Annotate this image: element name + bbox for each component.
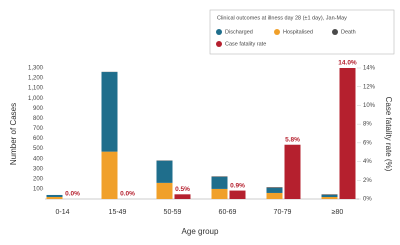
x-tick-label: 50-59 xyxy=(164,209,182,216)
x-tick-label: ≥80 xyxy=(332,209,344,216)
value-label: 0.0% xyxy=(120,191,135,198)
x-tick-label: 60-69 xyxy=(219,209,237,216)
legend-label: Case fatality rate xyxy=(225,41,266,47)
bar-segment xyxy=(101,151,118,199)
y-tick-label: 600 xyxy=(33,136,44,142)
y-tick-label: 300 xyxy=(33,166,44,172)
y2-axis-title: Case fatality rate (%) xyxy=(384,97,393,172)
y-tick-label: 700 xyxy=(33,126,44,132)
x-tick-label: 15-49 xyxy=(109,209,127,216)
legend-swatch xyxy=(216,41,222,47)
bar-segment xyxy=(211,188,228,199)
legend-swatch xyxy=(216,29,222,35)
y-tick-label: 900 xyxy=(33,106,44,112)
rate-bar xyxy=(229,190,246,199)
y2-tick-label: 4% xyxy=(363,159,372,165)
bar-segment xyxy=(321,196,338,199)
value-label: 5.8% xyxy=(285,136,300,143)
legend-label: Discharged xyxy=(225,29,253,35)
legend-title: Clinical outcomes at illness day 28 (±1 … xyxy=(217,15,347,21)
y-tick-label: 1,200 xyxy=(28,76,44,82)
bar-segment xyxy=(321,194,338,197)
y-tick-label: 200 xyxy=(33,176,44,182)
legend-swatch xyxy=(332,29,338,35)
legend-label: Death xyxy=(341,29,356,35)
y-tick-label: 100 xyxy=(33,187,44,193)
legend-box xyxy=(209,9,395,55)
bar-segment xyxy=(101,72,118,152)
bar-segment xyxy=(266,187,283,193)
y2-tick-label: 0% xyxy=(363,197,372,203)
bar-segment xyxy=(211,176,228,177)
y2-tick-label: 14% xyxy=(363,66,376,72)
y-axis-title: Number of Cases xyxy=(9,103,18,165)
y-tick-label: 1,000 xyxy=(28,96,44,102)
bar-segment xyxy=(46,194,63,197)
bar-segment xyxy=(266,192,283,199)
y-tick-label: 1,100 xyxy=(28,86,44,92)
bar-segment xyxy=(156,160,173,183)
rate-bar xyxy=(284,144,301,199)
y-tick-label: 500 xyxy=(33,146,44,152)
rate-bar xyxy=(174,194,191,199)
legend-swatch xyxy=(274,29,280,35)
y2-tick-label: 12% xyxy=(363,84,376,90)
value-label: 14.0% xyxy=(338,60,357,67)
y2-tick-label: 10% xyxy=(363,103,376,109)
bar-segment xyxy=(321,194,338,195)
bar-segment xyxy=(266,187,283,188)
rate-bar xyxy=(339,68,356,199)
x-axis-title: Age group xyxy=(182,227,219,236)
y2-tick-label: 2% xyxy=(363,178,372,184)
y2-tick-label: 8% xyxy=(363,122,372,128)
y-tick-label: 400 xyxy=(33,156,44,162)
bar-segment xyxy=(156,182,173,199)
x-tick-label: 70-79 xyxy=(274,209,292,216)
bar-segment xyxy=(46,196,63,199)
y-tick-label: 1,300 xyxy=(28,66,44,72)
value-label: 0.0% xyxy=(65,191,80,198)
y2-tick-label: 6% xyxy=(363,140,372,146)
bar-segment xyxy=(211,176,228,189)
x-tick-label: 0-14 xyxy=(55,209,69,216)
value-label: 0.9% xyxy=(230,182,245,189)
value-label: 0.5% xyxy=(175,186,190,193)
legend-label: Hospitalised xyxy=(283,29,313,35)
y-tick-label: 800 xyxy=(33,116,44,122)
